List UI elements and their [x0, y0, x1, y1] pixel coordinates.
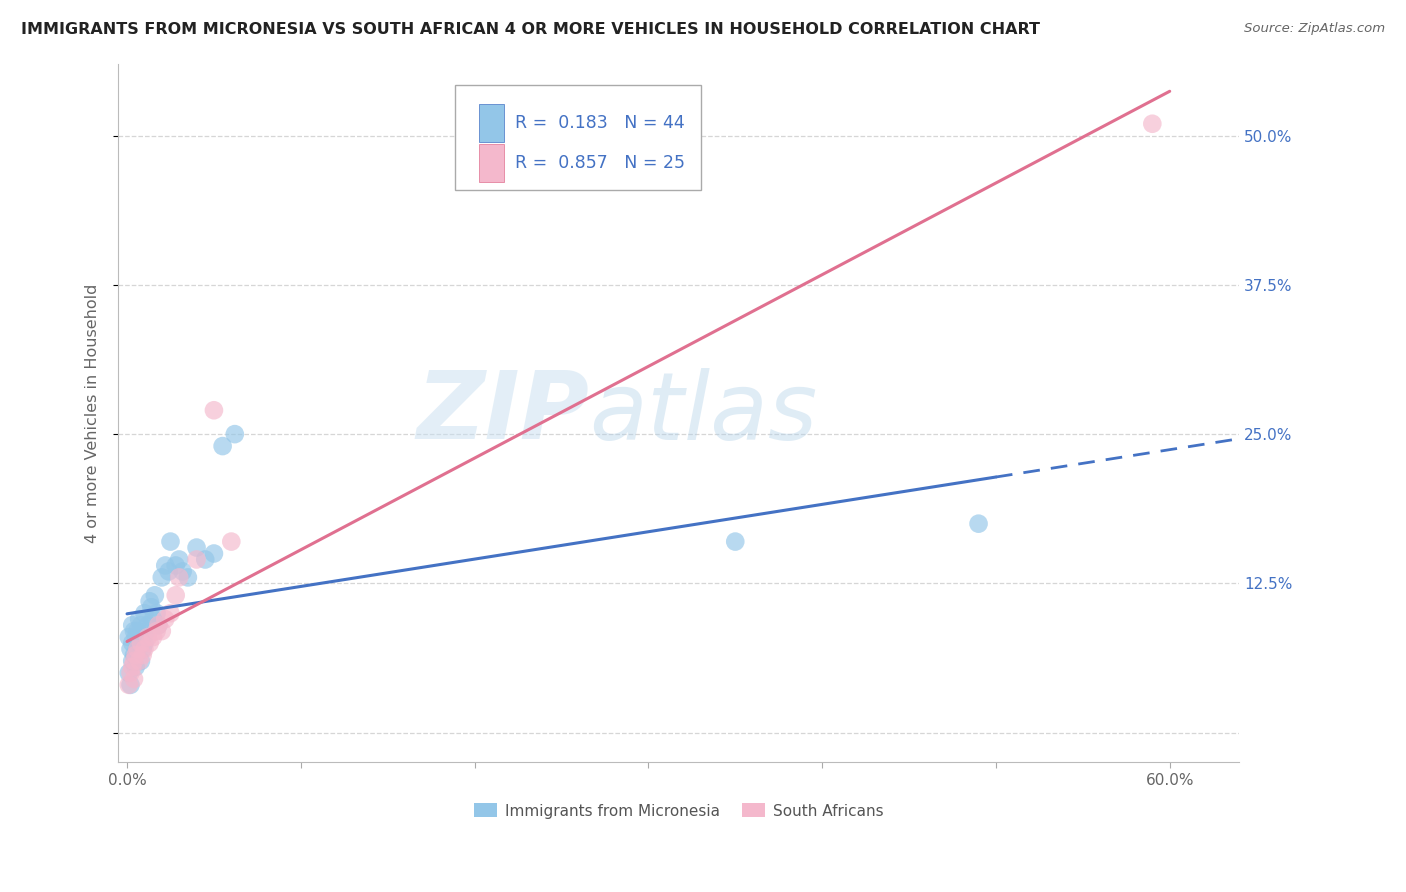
Point [148, 618, 170, 632]
Point [129, 636, 152, 650]
Point [128, 612, 150, 626]
Point [122, 672, 145, 686]
Point [967, 516, 990, 531]
Point [121, 654, 143, 668]
Point [118, 665, 141, 680]
Point [125, 630, 148, 644]
Point [121, 636, 143, 650]
Point [122, 654, 145, 668]
Point [121, 660, 143, 674]
Point [194, 552, 217, 566]
Point [128, 636, 150, 650]
Point [122, 648, 145, 662]
Point [136, 630, 159, 644]
Point [167, 570, 190, 584]
Point [143, 588, 166, 602]
Point [125, 660, 148, 674]
Point [1142, 117, 1164, 131]
Point [142, 630, 165, 644]
Text: Source: ZipAtlas.com: Source: ZipAtlas.com [1244, 22, 1385, 36]
Point [724, 534, 747, 549]
Point [145, 624, 167, 639]
Point [155, 612, 177, 626]
Point [138, 594, 160, 608]
Y-axis label: 4 or more Vehicles in Household: 4 or more Vehicles in Household [86, 284, 100, 543]
Point [177, 570, 200, 584]
Text: atlas: atlas [589, 368, 817, 458]
Point [120, 678, 142, 692]
Point [157, 565, 180, 579]
Point [118, 630, 141, 644]
Point [136, 618, 159, 632]
Point [145, 606, 167, 620]
Point [202, 403, 225, 417]
Point [155, 558, 177, 573]
Point [128, 654, 150, 668]
Point [127, 624, 149, 639]
Point [134, 642, 156, 657]
Point [167, 552, 190, 566]
Point [131, 630, 153, 644]
Point [150, 570, 173, 584]
Point [125, 648, 148, 662]
FancyBboxPatch shape [454, 85, 702, 190]
Point [127, 642, 149, 657]
Point [186, 541, 208, 555]
Point [127, 642, 149, 657]
Point [135, 624, 157, 639]
Point [202, 547, 225, 561]
Point [129, 618, 152, 632]
Point [118, 678, 141, 692]
Point [121, 618, 143, 632]
Point [150, 624, 173, 639]
Text: ZIP: ZIP [416, 368, 589, 459]
Point [221, 534, 243, 549]
Point [134, 606, 156, 620]
Text: R =  0.183   N = 44: R = 0.183 N = 44 [515, 114, 685, 132]
FancyBboxPatch shape [479, 144, 503, 182]
Point [211, 439, 233, 453]
Point [120, 665, 142, 680]
Point [141, 600, 163, 615]
Text: IMMIGRANTS FROM MICRONESIA VS SOUTH AFRICAN 4 OR MORE VEHICLES IN HOUSEHOLD CORR: IMMIGRANTS FROM MICRONESIA VS SOUTH AFRI… [21, 22, 1040, 37]
Point [138, 636, 160, 650]
FancyBboxPatch shape [479, 103, 503, 142]
Point [120, 642, 142, 657]
Point [122, 624, 145, 639]
Point [172, 565, 194, 579]
Point [165, 588, 187, 602]
Point [131, 642, 153, 657]
Text: R =  0.857   N = 25: R = 0.857 N = 25 [515, 153, 685, 172]
Point [159, 534, 181, 549]
Point [224, 427, 246, 442]
Point [159, 606, 181, 620]
Point [165, 558, 187, 573]
Point [186, 552, 208, 566]
Point [134, 636, 156, 650]
Point [131, 648, 153, 662]
Point [148, 618, 170, 632]
Point [142, 612, 165, 626]
Point [129, 654, 152, 668]
Legend: Immigrants from Micronesia, South Africans: Immigrants from Micronesia, South Africa… [468, 797, 890, 824]
